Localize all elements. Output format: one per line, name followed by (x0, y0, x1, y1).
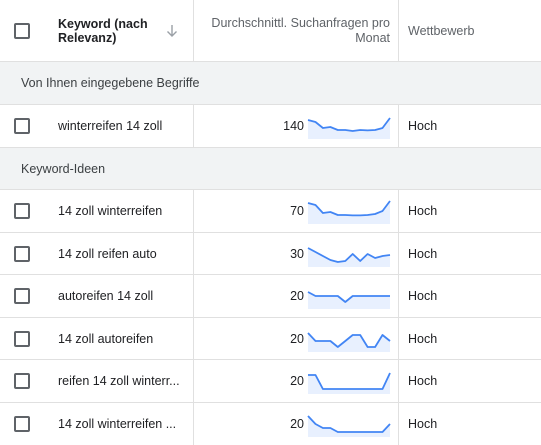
arrow-down-icon[interactable] (166, 24, 178, 38)
keyword-text: 14 zoll autoreifen (58, 331, 154, 346)
keyword-text: 14 zoll winterreifen (58, 204, 163, 218)
row-checkbox-cell (0, 233, 44, 274)
trend-sparkline (307, 291, 390, 309)
keyword-header-label: Keyword (nach Relevanz) (58, 16, 148, 45)
table-row[interactable]: autoreifen 14 zoll 20 Hoch (0, 275, 541, 318)
row-checkbox-cell (0, 275, 44, 317)
keyword-text: 14 zoll winterreifen ... (58, 417, 177, 431)
row-checkbox[interactable] (14, 330, 30, 347)
section-keyword-ideas: Keyword-Ideen (0, 148, 541, 190)
trend-area (308, 201, 390, 224)
table-row[interactable]: winterreifen 14 zoll 140 Hoch (0, 105, 541, 148)
competition-value: Hoch (408, 417, 438, 431)
row-checkbox-cell (0, 360, 44, 402)
competition-value: Hoch (408, 246, 438, 261)
trend-sparkline (307, 331, 391, 352)
trend-line (307, 331, 391, 348)
volume-cell: 70 (193, 190, 399, 232)
row-checkbox[interactable] (14, 416, 30, 432)
keyword-cell: 14 zoll winterreifen (44, 190, 193, 232)
section-label: Keyword-Ideen (21, 161, 106, 176)
competition-cell: Hoch (399, 403, 541, 445)
competition-value: Hoch (408, 119, 438, 133)
competition-cell: Hoch (399, 190, 541, 232)
volume-cell: 20 (193, 318, 399, 359)
keyword-text: reifen 14 zoll winterr... (58, 374, 180, 388)
volume-value: 30 (290, 246, 304, 261)
trend-line (308, 372, 391, 390)
trend-sparkline (307, 200, 391, 224)
trend-sparkline (307, 117, 391, 139)
keyword-cell: autoreifen 14 zoll (44, 275, 193, 317)
competition-cell: Hoch (399, 233, 541, 274)
section-entered-terms: Von Ihnen eingegebene Begriffe (0, 62, 541, 105)
row-checkbox[interactable] (14, 373, 30, 389)
volume-value: 140 (283, 119, 304, 133)
table-row[interactable]: 14 zoll winterreifen 70 Hoch (0, 190, 541, 233)
table-row[interactable]: 14 zoll autoreifen 20 Hoch (0, 318, 541, 360)
table-row[interactable]: reifen 14 zoll winterr... 20 Hoch (0, 360, 541, 403)
competition-header-label: Wettbewerb (408, 23, 475, 38)
trend-line (307, 291, 390, 303)
table-row[interactable]: 14 zoll reifen auto 30 Hoch (0, 233, 541, 275)
trend-sparkline (307, 246, 391, 267)
row-checkbox-cell (0, 105, 44, 147)
keyword-text: winterreifen 14 zoll (58, 119, 163, 133)
row-checkbox[interactable] (14, 118, 30, 134)
trend-area (308, 292, 390, 309)
trend-area (308, 118, 390, 139)
row-checkbox-cell (0, 403, 44, 445)
keyword-column-header[interactable]: Keyword (nach Relevanz) (44, 0, 193, 61)
keyword-cell: 14 zoll winterreifen ... (44, 403, 193, 445)
competition-cell: Hoch (399, 318, 541, 359)
row-checkbox[interactable] (14, 288, 30, 304)
volume-header-label: Durchschnittl. Suchanfragen pro Monat (211, 15, 390, 45)
volume-value: 20 (290, 331, 304, 346)
trend-line (307, 200, 391, 217)
keyword-text: autoreifen 14 zoll (58, 289, 154, 303)
keyword-text: 14 zoll reifen auto (58, 246, 157, 261)
volume-value: 20 (290, 417, 304, 431)
volume-cell: 20 (193, 403, 399, 445)
keyword-cell: winterreifen 14 zoll (44, 105, 193, 147)
volume-cell: 20 (193, 360, 399, 402)
keyword-cell: 14 zoll reifen auto (44, 233, 193, 274)
competition-cell: Hoch (399, 105, 541, 147)
trend-line (307, 246, 391, 263)
select-all-checkbox[interactable] (14, 22, 30, 39)
volume-column-header[interactable]: Durchschnittl. Suchanfragen pro Monat (193, 0, 399, 61)
trend-line (307, 415, 391, 433)
row-checkbox[interactable] (14, 203, 30, 219)
competition-cell: Hoch (399, 360, 541, 402)
section-label: Von Ihnen eingegebene Begriffe (21, 76, 200, 90)
table-header: Keyword (nach Relevanz) Durchschnittl. S… (0, 0, 541, 62)
volume-cell: 140 (193, 105, 399, 147)
trend-sparkline (307, 415, 391, 437)
volume-cell: 20 (193, 275, 399, 317)
volume-cell: 30 (193, 233, 399, 274)
competition-value: Hoch (408, 331, 438, 346)
row-checkbox-cell (0, 190, 44, 232)
volume-value: 20 (290, 374, 304, 388)
competition-value: Hoch (408, 374, 438, 388)
volume-value: 20 (290, 289, 304, 303)
keyword-cell: 14 zoll autoreifen (44, 318, 193, 359)
table-row[interactable]: 14 zoll winterreifen ... 20 Hoch (0, 403, 541, 445)
row-checkbox-cell (0, 318, 44, 359)
trend-sparkline (308, 372, 391, 394)
trend-area (308, 416, 390, 437)
keyword-cell: reifen 14 zoll winterr... (44, 360, 193, 402)
volume-value: 70 (290, 204, 304, 218)
competition-value: Hoch (408, 204, 438, 218)
competition-cell: Hoch (399, 275, 541, 317)
row-checkbox[interactable] (14, 245, 30, 262)
competition-value: Hoch (408, 289, 438, 303)
trend-line (307, 117, 391, 132)
select-all-cell (0, 0, 44, 61)
competition-column-header[interactable]: Wettbewerb (399, 0, 541, 61)
